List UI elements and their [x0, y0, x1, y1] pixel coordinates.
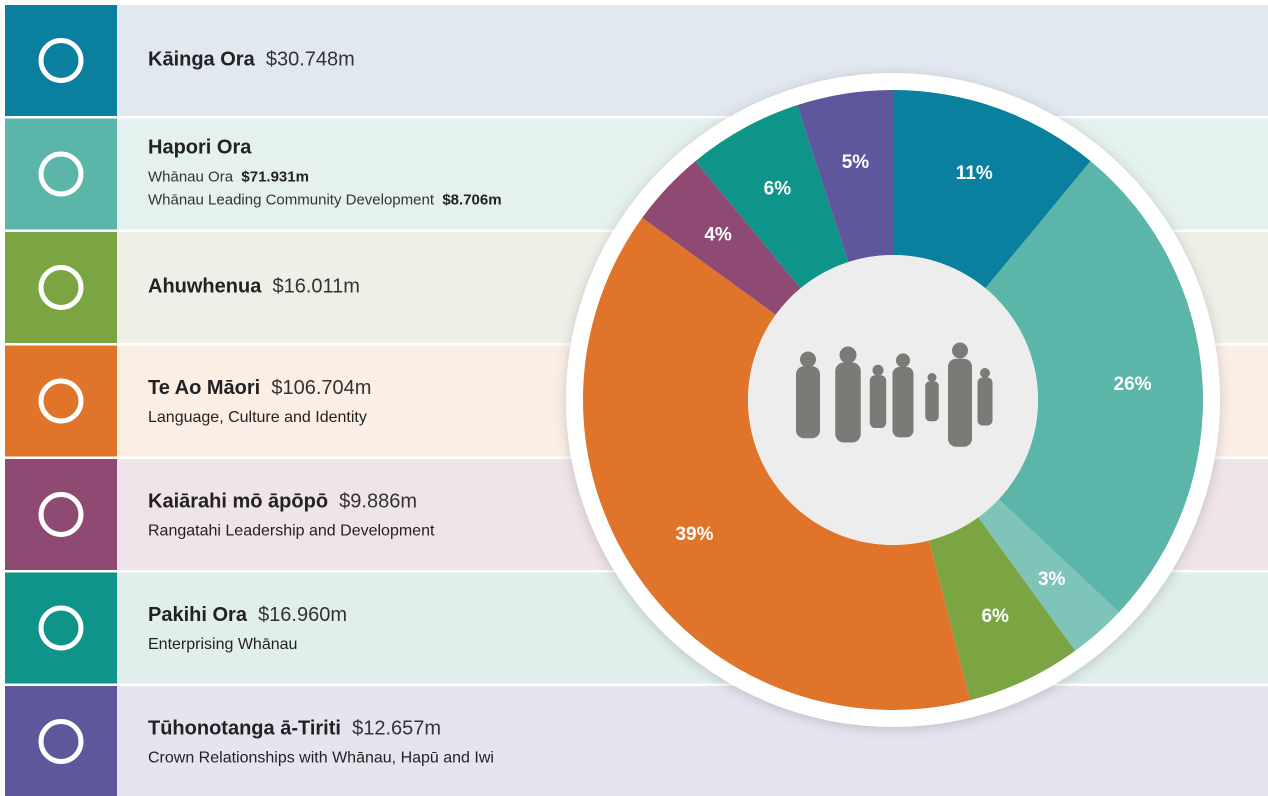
row-icon-box	[5, 118, 117, 230]
silhouette-body	[925, 381, 939, 422]
row-amount: $30.748m	[266, 49, 355, 71]
row-icon	[38, 605, 84, 651]
donut-segment	[582, 217, 971, 711]
row-item-amount: $8.706m	[442, 191, 501, 208]
row-icon	[38, 719, 84, 764]
silhouette-head	[839, 346, 857, 364]
row-item: Whānau Leading Community Development $8.…	[148, 191, 502, 208]
donut-segment	[797, 90, 893, 263]
row-item-label: Whānau Ora	[148, 168, 234, 185]
row-icon	[38, 265, 84, 310]
segment-label: 39%	[675, 524, 713, 545]
donut: 11% 26% 3% 6% 39% 4% 6% 5%	[566, 73, 1220, 727]
row-amount: $106.704m	[271, 377, 371, 399]
row-icon-box	[5, 5, 117, 116]
row-amount: $12.657m	[352, 718, 441, 740]
row-icon-box	[5, 232, 117, 343]
row-title: Tūhonotanga ā-Tiriti $12.657m	[148, 718, 441, 740]
row-title: Kaiārahi mō āpōpō $9.886m	[148, 491, 417, 513]
segment-label: 3%	[1038, 569, 1066, 590]
row-title-name: Ahuwhenua	[148, 276, 262, 298]
row-title: Kāinga Ora $30.748m	[148, 49, 355, 71]
row-item-label: Whānau Leading Community Development	[148, 191, 435, 208]
donut-segment	[978, 499, 1119, 651]
row-item: Whānau Ora $71.931m	[148, 168, 309, 185]
row-background	[117, 686, 1268, 796]
silhouette-head	[952, 342, 968, 359]
donut-segment	[642, 161, 801, 315]
row-title: Ahuwhenua $16.011m	[148, 276, 360, 298]
row-icon-box	[5, 572, 117, 684]
row-background	[117, 5, 1268, 116]
row-icon-box	[5, 686, 117, 796]
row-subtitle: Enterprising Whānau	[148, 636, 297, 653]
silhouette-body	[977, 377, 993, 426]
segment-label: 5%	[842, 152, 870, 173]
row-title-name: Te Ao Māori	[148, 377, 260, 399]
row-title-name: Kāinga Ora	[148, 49, 256, 71]
row-title: Hapori Ora	[148, 137, 252, 159]
row-icon	[38, 378, 84, 424]
silhouette-head	[800, 351, 816, 368]
row-title: Te Ao Māori $106.704m	[148, 377, 371, 399]
row-title-name: Kaiārahi mō āpōpō	[148, 491, 328, 513]
silhouette-body	[835, 362, 861, 443]
silhouette-head	[872, 364, 884, 376]
donut-segment	[985, 161, 1203, 613]
row-title-name: Tūhonotanga ā-Tiriti	[148, 718, 341, 740]
donut-segment	[695, 105, 849, 289]
segment-label: 11%	[956, 163, 993, 184]
row-subtitle: Language, Culture and Identity	[148, 409, 367, 426]
silhouette-head	[896, 353, 910, 368]
segment-label: 4%	[704, 225, 732, 246]
segment-label: 6%	[764, 179, 792, 200]
row-icon	[38, 492, 84, 537]
row-amount: $9.886m	[339, 491, 417, 513]
row-item-amount: $71.931m	[241, 168, 309, 185]
silhouette-body	[892, 367, 914, 438]
silhouette-body	[869, 375, 887, 429]
row-icon	[38, 38, 84, 83]
row-icon-box	[5, 345, 117, 457]
donut-segment	[893, 90, 1091, 289]
row-subtitle: Crown Relationships with Whānau, Hapū an…	[148, 750, 494, 767]
silhouette-head	[927, 373, 937, 382]
segment-label: 6%	[981, 606, 1009, 627]
silhouette-head	[980, 368, 990, 378]
donut-segment	[929, 517, 1076, 701]
segment-label: 26%	[1114, 374, 1152, 395]
row-icon-box	[5, 459, 117, 570]
row-icon	[38, 151, 84, 197]
row-title-name: Hapori Ora	[148, 137, 252, 159]
silhouette-body	[796, 366, 820, 439]
row-title: Pakihi Ora $16.960m	[148, 604, 347, 626]
row-title-name: Pakihi Ora	[148, 604, 248, 626]
row-amount: $16.960m	[258, 604, 347, 626]
row-amount: $16.011m	[272, 276, 359, 298]
row-subtitle: Rangatahi Leadership and Development	[148, 523, 435, 540]
silhouette-body	[948, 358, 972, 447]
